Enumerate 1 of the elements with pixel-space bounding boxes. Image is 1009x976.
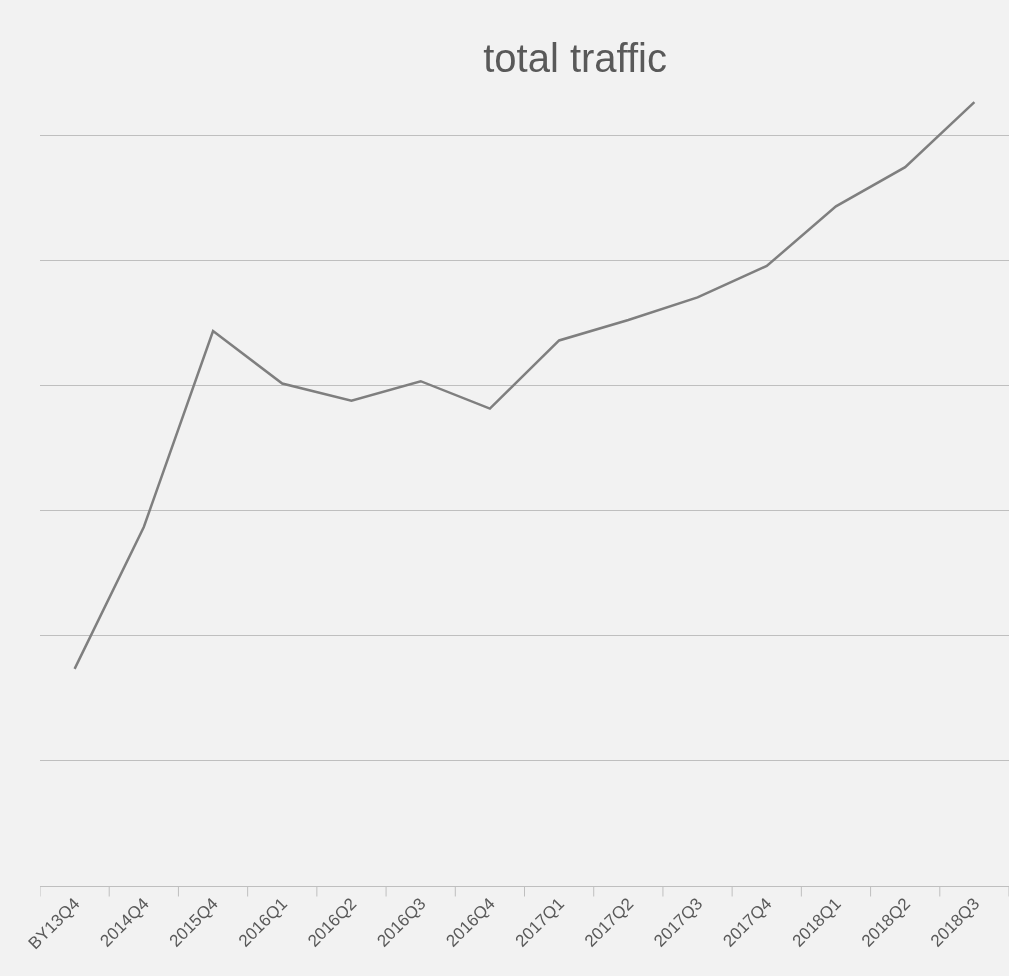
chart-title: total traffic: [483, 35, 668, 80]
